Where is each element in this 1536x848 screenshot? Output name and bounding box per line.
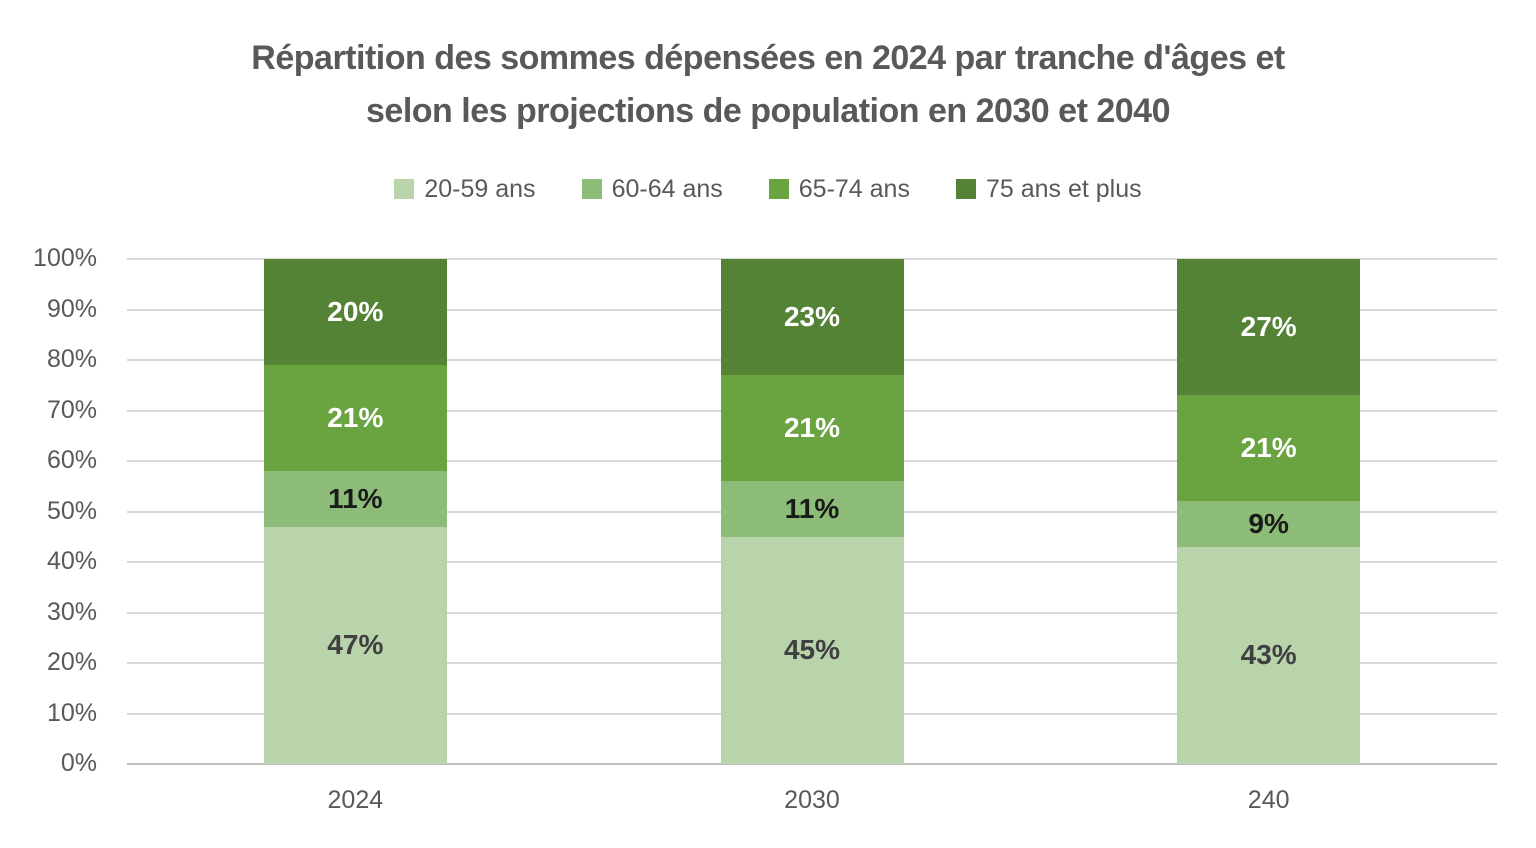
legend-swatch-icon xyxy=(768,179,789,199)
chart-legend: 20-59 ans 60-64 ans 65-74 ans 75 ans et plu… xyxy=(0,172,1536,206)
bar-segment xyxy=(1177,501,1361,547)
legend-label: 65-74 ans xyxy=(798,174,910,203)
bar-data-label: 27% xyxy=(1240,311,1297,343)
legend-item: 75 ans et plus xyxy=(955,174,1142,204)
bar-segment xyxy=(720,536,904,764)
y-tick-label: 100% xyxy=(33,244,97,272)
bar-segment xyxy=(263,259,447,366)
bar-data-label: 21% xyxy=(327,402,384,434)
bar-data-label: 23% xyxy=(783,301,841,333)
chart-title-line2: selon les projections de population en 2… xyxy=(366,92,1170,130)
legend-item: 60-64 ans xyxy=(581,174,723,204)
bar-data-label: 21% xyxy=(783,412,841,444)
y-tick-label: 50% xyxy=(46,496,97,525)
bar-data-label: 11% xyxy=(328,482,383,514)
y-tick-label: 90% xyxy=(46,294,97,323)
bar-data-label: 45% xyxy=(783,634,841,666)
y-tick-label: 80% xyxy=(46,345,97,373)
bar-data-label: 9% xyxy=(1248,508,1289,540)
bar-segment xyxy=(263,471,447,527)
y-tick-label: 0% xyxy=(60,749,97,777)
bar-data-label: 21% xyxy=(1240,432,1297,464)
bar-segment xyxy=(720,375,904,482)
bar-data-label: 43% xyxy=(1240,639,1297,671)
y-tick-label: 40% xyxy=(46,547,97,575)
bar-2024: 47% 11% 21% 20% xyxy=(263,259,447,764)
bar-data-label: 11% xyxy=(784,492,840,524)
legend-swatch-icon xyxy=(581,179,602,199)
chart-title: Répartition des sommes dépensées en 2024… xyxy=(0,32,1536,138)
bar-segment xyxy=(1177,395,1361,502)
legend-item: 65-74 ans xyxy=(768,174,910,204)
legend-label: 75 ans et plus xyxy=(985,174,1142,203)
bar-data-label: 20% xyxy=(327,296,384,328)
bar-data-label: 47% xyxy=(327,629,384,661)
legend-item: 20-59 ans xyxy=(394,174,536,204)
y-tick-label: 10% xyxy=(46,698,97,727)
x-tick-label: 240 xyxy=(1247,786,1290,814)
x-tick-label: 2024 xyxy=(327,786,384,814)
y-tick-label: 60% xyxy=(46,446,97,474)
bar-segment xyxy=(720,481,904,537)
chart-title-line1: Répartition des sommes dépensées en 2024… xyxy=(251,39,1285,77)
legend-label: 60-64 ans xyxy=(611,174,723,203)
x-tick-label: 2030 xyxy=(784,786,840,814)
x-axis-line xyxy=(127,763,1497,765)
legend-swatch-icon xyxy=(955,179,976,199)
bar-2030: 45% 11% 21% 23% xyxy=(720,259,904,764)
legend-swatch-icon xyxy=(394,179,415,199)
bar-segment xyxy=(720,259,904,376)
bar-segment xyxy=(1177,259,1361,396)
legend-label: 20-59 ans xyxy=(424,174,536,203)
plot-area: 47% 11% 21% 20% 45% 11% 21% 23% 43% 9% 21% 27% xyxy=(127,258,1497,765)
bar-segment xyxy=(1177,546,1361,764)
y-tick-label: 70% xyxy=(46,395,97,424)
bar-segment xyxy=(263,365,447,472)
y-tick-label: 20% xyxy=(46,648,97,676)
bar-240: 43% 9% 21% 27% xyxy=(1177,259,1361,764)
gridline xyxy=(127,258,1497,260)
bar-segment xyxy=(263,526,447,764)
y-tick-label: 30% xyxy=(46,597,97,626)
